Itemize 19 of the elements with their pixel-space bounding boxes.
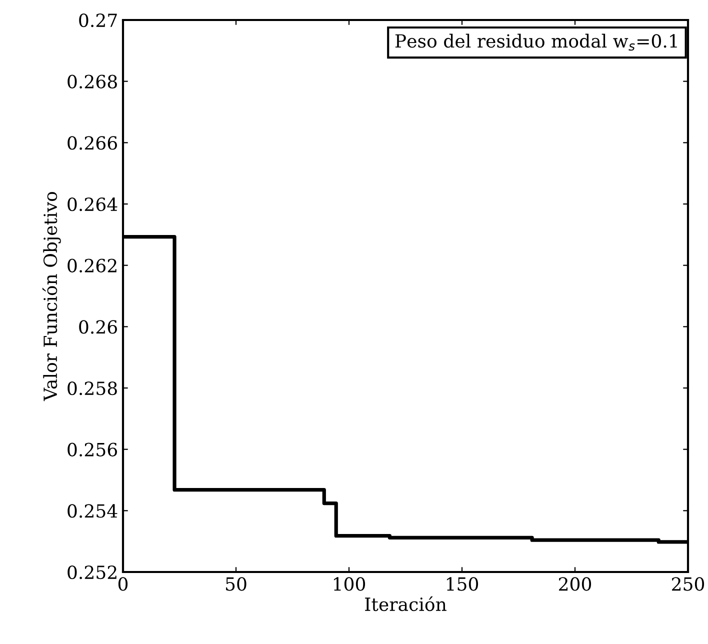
y-tick-label: 0.268 [68, 74, 117, 88]
y-tick-label: 0.252 [68, 565, 116, 580]
y-tick-label: 0.27 [79, 13, 117, 28]
x-tick-label: 100 [334, 577, 366, 591]
y-tick-label: 0.266 [68, 136, 117, 150]
y-tick-label: 0.258 [68, 381, 117, 396]
x-tick-label: 250 [672, 577, 704, 591]
x-tick-label: 0 [118, 577, 128, 591]
y-tick-label: 0.26 [79, 320, 117, 334]
x-tick-label: 200 [558, 577, 592, 591]
annotation: Peso del residuo modal w$_{s}$=0.1 [395, 34, 677, 51]
x-tick-label: 50 [226, 577, 246, 591]
x-tick-label: 150 [446, 577, 478, 591]
x-axis-title: Iteración [365, 596, 446, 612]
y-axis-title: Valor Función Objetivo [42, 192, 61, 402]
y-tick-label: 0.264 [68, 197, 118, 212]
y-tick-label: 0.254 [68, 504, 118, 518]
y-tick-label: 0.262 [68, 258, 116, 272]
y-tick-label: 0.256 [68, 442, 117, 456]
